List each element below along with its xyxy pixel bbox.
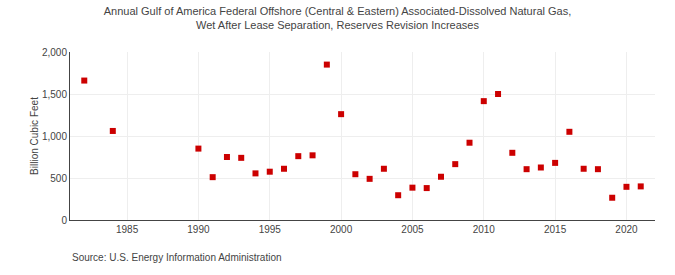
svg-text:Source: U.S. Energy Informatio: Source: U.S. Energy Information Administ… (72, 252, 282, 263)
svg-text:0: 0 (61, 215, 67, 226)
svg-text:Annual Gulf of America Federal: Annual Gulf of America Federal Offshore … (104, 5, 572, 31)
svg-text:500: 500 (50, 173, 67, 184)
svg-text:1985: 1985 (116, 224, 139, 235)
svg-text:Billion Cubic Feet: Billion Cubic Feet (29, 97, 40, 175)
svg-text:2010: 2010 (473, 224, 496, 235)
svg-text:1995: 1995 (259, 224, 282, 235)
svg-text:2,000: 2,000 (42, 47, 67, 58)
svg-text:2020: 2020 (615, 224, 638, 235)
svg-text:2000: 2000 (330, 224, 353, 235)
svg-text:2005: 2005 (401, 224, 424, 235)
svg-text:1,000: 1,000 (42, 131, 67, 142)
svg-text:1990: 1990 (187, 224, 210, 235)
svg-text:1,500: 1,500 (42, 89, 67, 100)
svg-text:2015: 2015 (544, 224, 567, 235)
